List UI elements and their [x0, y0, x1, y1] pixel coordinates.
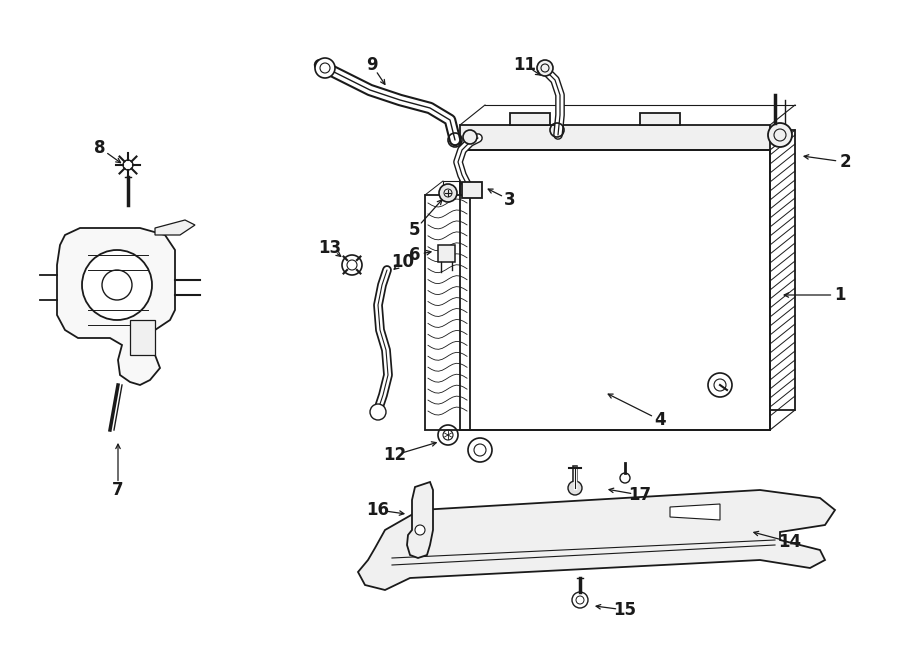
Text: 15: 15	[614, 601, 636, 619]
Text: 8: 8	[94, 139, 106, 157]
Text: 12: 12	[383, 446, 407, 464]
Polygon shape	[443, 181, 488, 416]
Circle shape	[415, 525, 425, 535]
Circle shape	[370, 404, 386, 420]
Text: 3: 3	[504, 191, 516, 209]
Circle shape	[768, 123, 792, 147]
Text: 4: 4	[654, 411, 666, 429]
Text: 13: 13	[319, 239, 342, 257]
Polygon shape	[425, 195, 470, 430]
Circle shape	[468, 438, 492, 462]
Polygon shape	[510, 113, 550, 125]
Circle shape	[708, 373, 732, 397]
Circle shape	[568, 481, 582, 495]
Polygon shape	[485, 130, 795, 410]
Polygon shape	[462, 182, 482, 198]
Circle shape	[439, 184, 457, 202]
Polygon shape	[640, 113, 680, 125]
Text: 11: 11	[514, 56, 536, 74]
Text: 1: 1	[834, 286, 846, 304]
Polygon shape	[460, 150, 770, 430]
Polygon shape	[460, 125, 770, 150]
Circle shape	[315, 58, 335, 78]
Circle shape	[537, 60, 553, 76]
Text: 6: 6	[410, 246, 421, 264]
Polygon shape	[155, 220, 195, 235]
Text: 7: 7	[112, 481, 124, 499]
Circle shape	[572, 592, 588, 608]
Text: 9: 9	[366, 56, 378, 74]
Polygon shape	[57, 228, 175, 385]
Text: 16: 16	[366, 501, 390, 519]
Circle shape	[82, 250, 152, 320]
Text: 5: 5	[410, 221, 421, 239]
Polygon shape	[358, 490, 835, 590]
Text: 17: 17	[628, 486, 652, 504]
Polygon shape	[670, 504, 720, 520]
Text: 10: 10	[392, 253, 415, 271]
Polygon shape	[407, 482, 433, 558]
Text: 14: 14	[778, 533, 802, 551]
Text: 2: 2	[839, 153, 850, 171]
Circle shape	[463, 130, 477, 144]
Polygon shape	[130, 320, 155, 355]
Polygon shape	[438, 245, 455, 262]
